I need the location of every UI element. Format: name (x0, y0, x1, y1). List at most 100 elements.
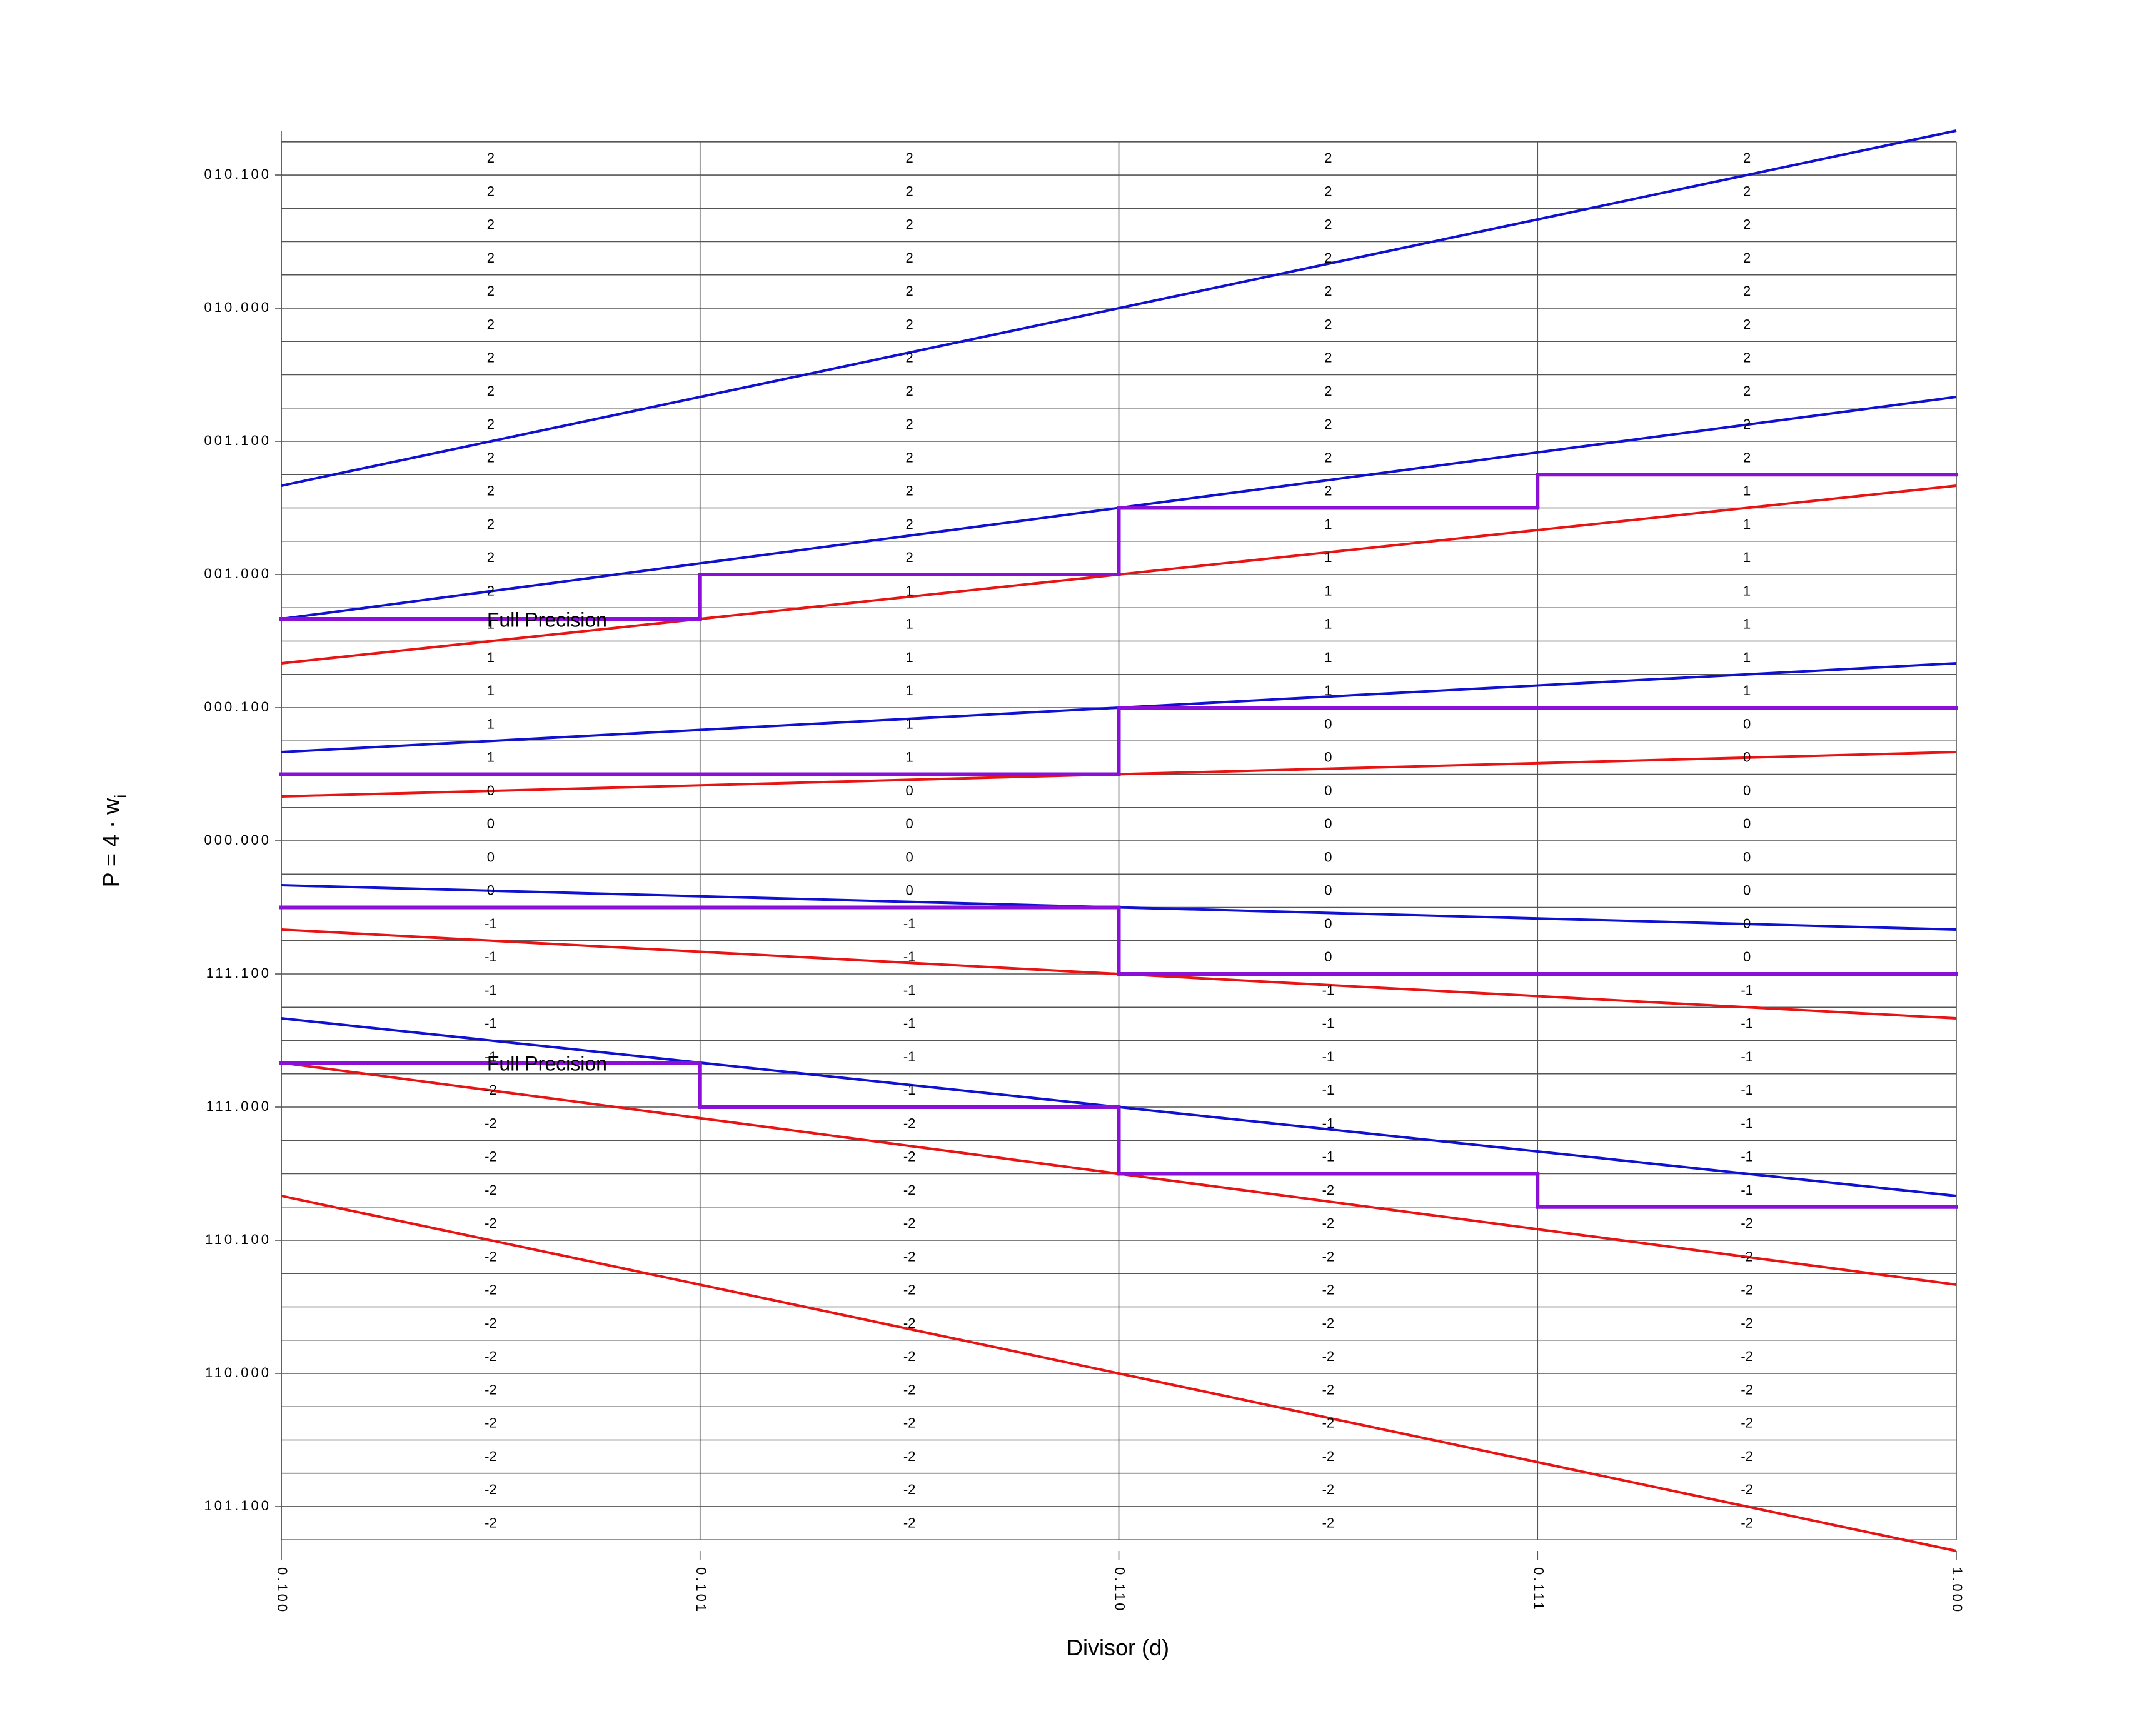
digit-label: 2 (906, 183, 913, 199)
digit-label: -2 (903, 1248, 916, 1264)
digit-label: 0 (906, 816, 913, 831)
digit-label: 2 (906, 150, 913, 166)
digit-label: 2 (1743, 283, 1751, 299)
digit-label: 0 (487, 783, 495, 798)
digit-label: -2 (1322, 1248, 1335, 1264)
digit-label: -1 (1322, 1115, 1335, 1131)
x-tick-label: 0.111 (1531, 1567, 1546, 1612)
digit-label: 1 (906, 650, 913, 665)
digit-label: 2 (487, 150, 495, 166)
digit-label: -1 (485, 949, 497, 965)
digit-label: 2 (1324, 483, 1332, 499)
digit-label: -2 (1741, 1415, 1753, 1431)
digit-label: -1 (485, 1049, 497, 1065)
digit-label: 0 (1743, 883, 1751, 898)
digit-label: -1 (485, 916, 497, 931)
digit-label: -2 (485, 1482, 497, 1497)
digit-label: 2 (906, 316, 913, 332)
digit-label: -2 (903, 1282, 916, 1298)
digit-label: -2 (1322, 1315, 1335, 1331)
digit-label: 1 (487, 683, 495, 698)
digit-label: -2 (1741, 1282, 1753, 1298)
digit-label: 0 (1324, 949, 1332, 965)
digit-label: -2 (485, 1448, 497, 1464)
digit-label: -2 (903, 1415, 916, 1431)
digit-label: -1 (903, 949, 916, 965)
digit-label: 0 (1743, 816, 1751, 831)
digit-label: 2 (487, 217, 495, 233)
boundary-line (281, 129, 1957, 487)
x-tick-label: 1.000 (1949, 1567, 1965, 1614)
digit-label: -2 (903, 1115, 916, 1131)
digit-label: 2 (1324, 250, 1332, 266)
y-tick-label: 111.000 (206, 1098, 271, 1114)
y-axis-label-text: P = 4 · w (98, 798, 124, 887)
digit-label: 0 (1743, 750, 1751, 765)
digit-label: 2 (906, 549, 913, 565)
digit-label: 2 (1324, 350, 1332, 366)
digit-label: -2 (1741, 1348, 1753, 1364)
digit-label: -2 (485, 1082, 497, 1098)
digit-label: 2 (487, 383, 495, 399)
digit-label: 2 (1743, 449, 1751, 465)
digit-label: 2 (906, 449, 913, 465)
digit-label: 0 (487, 883, 495, 898)
digit-label: -1 (1741, 1049, 1753, 1065)
y-tick-label: 110.100 (205, 1232, 271, 1247)
digit-label: -2 (1322, 1282, 1335, 1298)
digit-label: 1 (1743, 583, 1751, 598)
digit-label: 2 (906, 516, 913, 532)
digit-label: 0 (1743, 949, 1751, 965)
digit-label: -2 (1322, 1515, 1335, 1530)
y-tick-label: 000.000 (204, 832, 271, 848)
digit-label: 2 (1743, 383, 1751, 399)
digit-label: 2 (1743, 250, 1751, 266)
digit-label: 0 (1324, 916, 1332, 931)
digit-label: 0 (1324, 716, 1332, 731)
digit-label: 1 (1324, 616, 1332, 632)
digit-label: 1 (1324, 650, 1332, 665)
digit-label: -2 (1322, 1482, 1335, 1497)
digit-label: -2 (1322, 1448, 1335, 1464)
digit-label: 0 (1743, 849, 1751, 865)
annotation: Full Precision (487, 1052, 607, 1075)
digit-label: 2 (1743, 217, 1751, 233)
digit-label: 2 (1324, 449, 1332, 465)
digit-label: 2 (487, 350, 495, 366)
digit-label: 2 (1324, 150, 1332, 166)
digit-label: 2 (1743, 350, 1751, 366)
digit-label: 2 (487, 183, 495, 199)
digit-label: -1 (1741, 1182, 1753, 1198)
digit-label: 1 (487, 650, 495, 665)
digit-label: -2 (1322, 1382, 1335, 1397)
digit-label: -2 (903, 1448, 916, 1464)
digit-label: -2 (485, 1149, 497, 1165)
y-tick-label: 001.000 (204, 566, 271, 581)
digit-label: 2 (1743, 183, 1751, 199)
digit-label: 1 (487, 716, 495, 731)
digit-label: 2 (487, 516, 495, 532)
digit-label: 0 (1324, 816, 1332, 831)
digit-label: -1 (1741, 1082, 1753, 1098)
y-tick-label: 000.100 (204, 699, 271, 715)
digit-label: -1 (485, 982, 497, 998)
digit-label: 2 (487, 483, 495, 499)
digit-label: -2 (485, 1182, 497, 1198)
digit-label: 0 (906, 783, 913, 798)
digit-label: -2 (903, 1348, 916, 1364)
digit-label: 1 (906, 683, 913, 698)
y-tick-label: 010.000 (204, 299, 271, 315)
digit-label: 1 (1324, 583, 1332, 598)
digit-label: 1 (906, 716, 913, 731)
digit-label: -2 (903, 1515, 916, 1530)
digit-label: 2 (1324, 283, 1332, 299)
digit-label: 1 (906, 750, 913, 765)
digit-label: -2 (1741, 1248, 1753, 1264)
digit-label: 1 (906, 583, 913, 598)
digit-label: -2 (1322, 1348, 1335, 1364)
digit-label: -2 (1741, 1215, 1753, 1231)
digit-label: -2 (1741, 1315, 1753, 1331)
digit-label: 0 (487, 816, 495, 831)
